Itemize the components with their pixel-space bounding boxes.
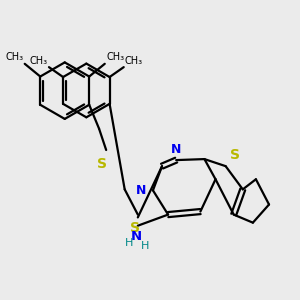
Text: S: S [97,157,107,171]
Text: S: S [230,148,240,162]
Text: H: H [125,238,134,248]
Text: N: N [136,184,147,197]
Text: N: N [131,230,142,243]
Text: H: H [141,241,149,251]
Text: CH₃: CH₃ [5,52,23,62]
Text: CH₃: CH₃ [106,52,124,62]
Text: S: S [130,221,140,235]
Text: CH₃: CH₃ [30,56,48,66]
Text: N: N [171,143,181,156]
Text: CH₃: CH₃ [124,56,143,66]
